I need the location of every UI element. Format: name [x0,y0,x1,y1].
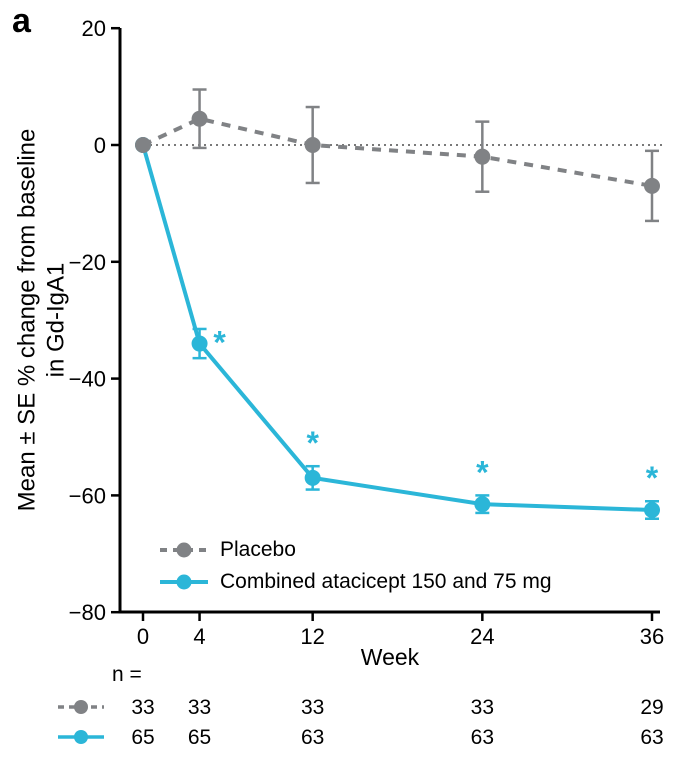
atacicept-marker-icon [160,574,208,589]
data-point-atacicept [304,469,321,486]
data-point-atacicept [644,502,660,518]
data-point-placebo [135,137,151,153]
x-tick-label: 4 [193,624,205,649]
y-tick-label: 0 [94,133,106,158]
x-axis-title: Week [360,644,420,670]
n-value: 33 [131,696,154,719]
x-tick-label: 12 [300,624,324,649]
data-point-placebo [644,177,660,194]
n-value: 33 [301,696,324,719]
x-tick-label: 36 [640,624,664,649]
y-tick-label: 20 [82,16,106,41]
y-tick-label: −60 [69,483,106,508]
n-table-label: n = [112,663,142,686]
n-value: 33 [188,696,211,719]
significance-asterisk: * [213,325,226,361]
y-tick-label: −80 [69,600,106,625]
significance-asterisk: * [646,460,659,496]
x-tick-label: 0 [137,624,149,649]
n-value: 65 [188,726,211,749]
n-value: 65 [131,726,154,749]
data-point-placebo [304,137,321,153]
y-tick-label: −40 [69,367,106,392]
data-point-atacicept [191,335,208,352]
legend-label-placebo: Placebo [220,537,296,561]
legend-item-atacicept: Combined atacicept 150 and 75 mg [160,568,552,595]
n-row-marker-dot [74,730,88,744]
significance-asterisk: * [306,425,319,461]
panel-label: a [12,2,31,40]
legend-item-placebo: Placebo [160,536,552,563]
data-point-atacicept [474,496,491,513]
legend: Placebo Combined atacicept 150 and 75 mg [160,536,552,595]
placebo-marker-icon [160,542,208,557]
n-value: 63 [301,726,324,749]
y-tick-label: −20 [69,250,106,275]
significance-asterisk: * [476,454,489,490]
data-point-placebo [191,110,208,127]
n-row-marker-dot [74,700,88,714]
x-tick-label: 24 [470,624,494,649]
n-value: 33 [471,696,494,719]
series-line-placebo [142,116,653,188]
legend-label-atacicept: Combined atacicept 150 and 75 mg [220,569,552,593]
n-value: 29 [640,696,663,719]
data-point-placebo [474,148,491,165]
n-value: 63 [471,726,494,749]
n-value: 63 [640,726,663,749]
